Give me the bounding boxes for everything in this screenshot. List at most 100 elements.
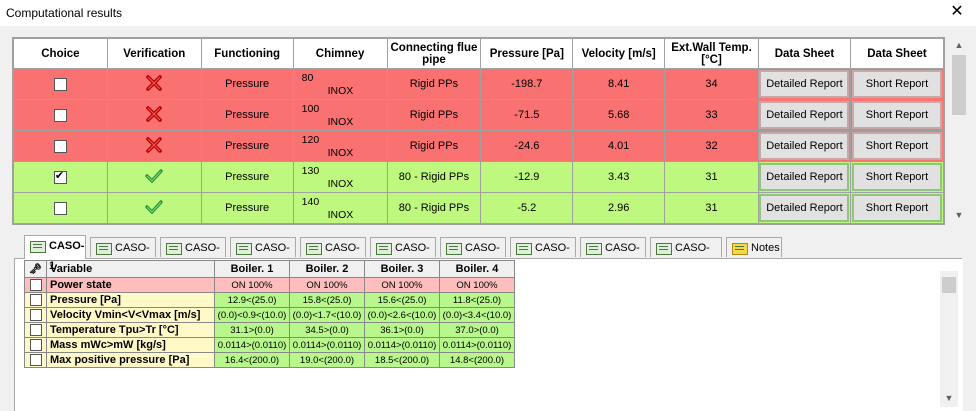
chimney-cell: 80 INOX — [292, 68, 388, 100]
scroll-down-icon[interactable]: ▼ — [944, 393, 954, 403]
choice-cell — [13, 99, 108, 131]
detailed-report-button[interactable]: Detailed Report — [759, 70, 850, 98]
row-checkbox[interactable] — [29, 294, 42, 306]
tab-caso-5[interactable]: CASO-5 — [300, 237, 366, 274]
detailed-report-button[interactable]: Detailed Report — [759, 132, 850, 160]
table-cell — [664, 223, 759, 224]
boiler-value: ON 100% — [289, 277, 365, 293]
choice-checkbox[interactable] — [53, 108, 67, 122]
verification-cell — [106, 68, 202, 100]
verification-cell — [106, 192, 202, 224]
chimney-cell: 130 INOX — [292, 161, 388, 193]
scroll-up-icon[interactable]: ▲ — [954, 40, 964, 50]
tab-caso-2[interactable]: CASO-2 — [90, 237, 156, 274]
results-grid: Choice Verification Functioning Chimney Conn… — [12, 37, 945, 225]
flue-pipe-cell: Rigid PPs — [386, 99, 482, 131]
column-header: Ext.Wall Temp. [°C] — [664, 38, 759, 69]
sheet-icon — [166, 243, 182, 255]
chimney-material: INOX — [327, 209, 354, 221]
chimney-diameter: 130 — [301, 165, 320, 177]
choice-checkbox[interactable] — [53, 139, 67, 153]
short-report-button[interactable]: Short Report — [851, 163, 942, 191]
chimney-material: INOX — [327, 116, 354, 128]
detailed-report-button[interactable]: Detailed Report — [759, 101, 850, 129]
short-report-button[interactable]: Short Report — [851, 132, 942, 160]
functioning-cell: Pressure — [200, 68, 294, 100]
chimney-info: 80 INOX — [294, 70, 387, 98]
chimney-diameter: 140 — [301, 196, 320, 208]
choice-cell — [13, 192, 108, 224]
pressure-cell: -12.9 — [480, 161, 574, 193]
window-title: Computational results — [6, 6, 123, 20]
boiler-value: 0.0114>(0.0110) — [439, 337, 515, 353]
close-icon[interactable]: ✕ — [950, 3, 964, 20]
row-checkbox[interactable] — [29, 309, 42, 321]
scroll-thumb[interactable] — [942, 277, 956, 293]
row-checkbox[interactable] — [29, 324, 42, 336]
choice-checkbox[interactable] — [53, 169, 67, 184]
table-row: Pressure 120 INOX Rigid PPs -24.6 4.01 32 Detai… — [13, 130, 944, 162]
scroll-thumb[interactable] — [952, 55, 966, 115]
tab-caso-7[interactable]: CASO-7 — [440, 237, 506, 274]
chimney-cell: 140 INOX — [292, 192, 388, 224]
boiler-value: 12.9<(25.0) — [214, 292, 290, 308]
short-report-button[interactable]: Short Report — [851, 70, 942, 98]
column-header: Data Sheet — [757, 38, 851, 69]
column-header: Variable — [46, 260, 215, 278]
tab-caso-3[interactable]: CASO-3 — [160, 237, 226, 274]
column-header: Choice — [13, 38, 108, 69]
table-cell — [757, 223, 851, 224]
functioning-cell: Pressure — [200, 130, 294, 162]
column-header: Data Sheet — [849, 38, 944, 69]
tab-caso-9[interactable]: CASO-9 — [580, 237, 646, 274]
results-scrollbar[interactable]: ▲ ▼ — [950, 37, 968, 223]
sheet-icon — [446, 243, 462, 255]
short-report-button[interactable]: Short Report — [851, 101, 942, 129]
table-row: Pressure 80 INOX Rigid PPs -198.7 8.41 34 Detai… — [13, 68, 944, 100]
data-sheet-cell: Short Report — [849, 161, 944, 193]
detailed-report-button[interactable]: Detailed Report — [759, 194, 850, 222]
tab-caso-4[interactable]: CASO-4 — [230, 237, 296, 274]
case-detail-grid: 🗝 Variable Boiler. 1 Boiler. 2 Boiler. 3 Boil… — [24, 260, 515, 368]
functioning-cell: Pressure — [200, 161, 294, 193]
boiler-value: ON 100% — [439, 277, 515, 293]
tab-caso-1[interactable]: CASO-1 — [24, 235, 86, 272]
chimney-cell: 120 INOX — [292, 130, 388, 162]
tab-caso-10[interactable]: CASO-10 — [650, 237, 722, 274]
boiler-value: 18.5<(200.0) — [364, 352, 440, 368]
error-x-icon — [146, 136, 163, 156]
tab-caso-8[interactable]: CASO-8 — [510, 237, 576, 274]
sheet-icon — [516, 243, 532, 255]
boiler-value: (0.0)<0.9<(10.0) — [214, 307, 290, 323]
velocity-cell: 8.41 — [572, 68, 666, 100]
choice-checkbox[interactable] — [53, 201, 67, 215]
table-row: Pressure 140 INOX 80 - Rigid PPs -5.2 2.96 31 D… — [13, 192, 944, 224]
row-checkbox[interactable] — [29, 354, 42, 366]
choice-checkbox[interactable] — [53, 77, 67, 91]
column-header: Velocity [m/s] — [572, 38, 666, 69]
table-row: Mass mWc>mW [kg/s] 0.0114>(0.0110) 0.0114>… — [24, 337, 515, 353]
short-report-button[interactable]: Short Report — [851, 194, 942, 222]
sheet-icon — [236, 243, 252, 255]
data-sheet-cell: Detailed Report — [757, 161, 851, 193]
table-row: Max positive pressure [Pa] 16.4<(200.0) 19… — [24, 352, 515, 368]
data-sheet-cell: Short Report — [849, 192, 944, 224]
row-checkbox[interactable] — [29, 339, 42, 351]
detail-scrollbar[interactable]: ▼ — [940, 271, 958, 407]
flue-pipe-cell: 80 - Rigid PPs — [386, 161, 482, 193]
boiler-value: 0.0114>(0.0110) — [214, 337, 290, 353]
table-row: Temperature Tpu>Tr [°C] 31.1>(0.0) 34.5>(0… — [24, 322, 515, 338]
data-sheet-cell: Detailed Report — [757, 130, 851, 162]
variable-label: Velocity Vmin<V<Vmax [m/s] — [46, 307, 215, 323]
tab-caso-6[interactable]: CASO-6 — [370, 237, 436, 274]
scroll-down-icon[interactable]: ▼ — [954, 210, 964, 220]
column-header: Boiler. 3 — [364, 260, 440, 278]
tab-notes[interactable]: Notes — [726, 237, 782, 257]
data-sheet-cell: Short Report — [849, 130, 944, 162]
row-checkbox[interactable] — [29, 279, 42, 291]
detailed-report-button[interactable]: Detailed Report — [759, 163, 850, 191]
chimney-info: 120 INOX — [294, 132, 387, 160]
functioning-cell: Pressure — [200, 99, 294, 131]
verification-cell — [106, 130, 202, 162]
chimney-material: INOX — [327, 178, 354, 190]
